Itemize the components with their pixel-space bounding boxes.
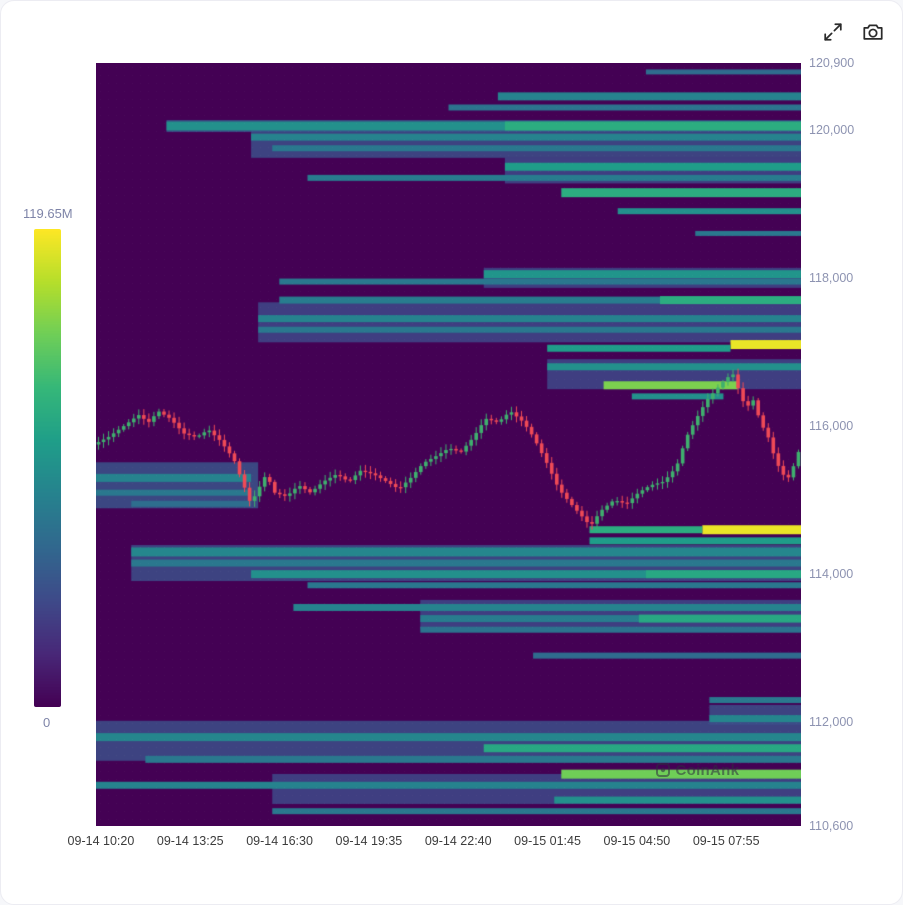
fullscreen-icon [822,21,844,43]
x-axis-label: 09-14 19:35 [335,834,403,848]
screenshot-button[interactable] [860,19,886,45]
heatmap-canvas[interactable] [96,63,801,826]
y-axis-label: 120,900 [809,56,855,70]
y-axis-label: 116,000 [809,418,854,433]
colorbar-max-label: 119.65M [23,206,73,221]
heatmap-plot: CoinAnk [96,63,801,826]
x-axis-label: 09-14 13:25 [156,834,224,848]
fullscreen-button[interactable] [820,19,846,45]
colorbar-gradient [34,229,61,707]
y-axis-label: 118,000 [809,270,854,285]
colorbar-min-label: 0 [43,715,51,730]
coinank-logo-icon [656,763,671,778]
chart-toolbar [820,19,886,45]
x-axis-label: 09-15 01:45 [514,834,581,848]
x-axis-label: 09-14 16:30 [246,834,313,848]
x-axis-label: 09-14 10:20 [67,834,135,848]
y-axis-label: 110,600 [809,819,854,833]
coinank-watermark-text: CoinAnk [675,761,740,779]
y-axis-label: 114,000 [809,567,854,582]
x-axis-label: 09-14 22:40 [424,834,492,848]
x-axis-label: 09-15 04:50 [603,834,671,848]
x-axis-label: 09-15 07:55 [692,834,760,848]
colorbar: 119.65M 0 [23,206,83,730]
coinank-watermark: CoinAnk [656,762,739,779]
y-axis-label: 112,000 [809,715,854,730]
camera-icon [862,21,884,43]
y-axis-label: 120,000 [809,122,855,137]
